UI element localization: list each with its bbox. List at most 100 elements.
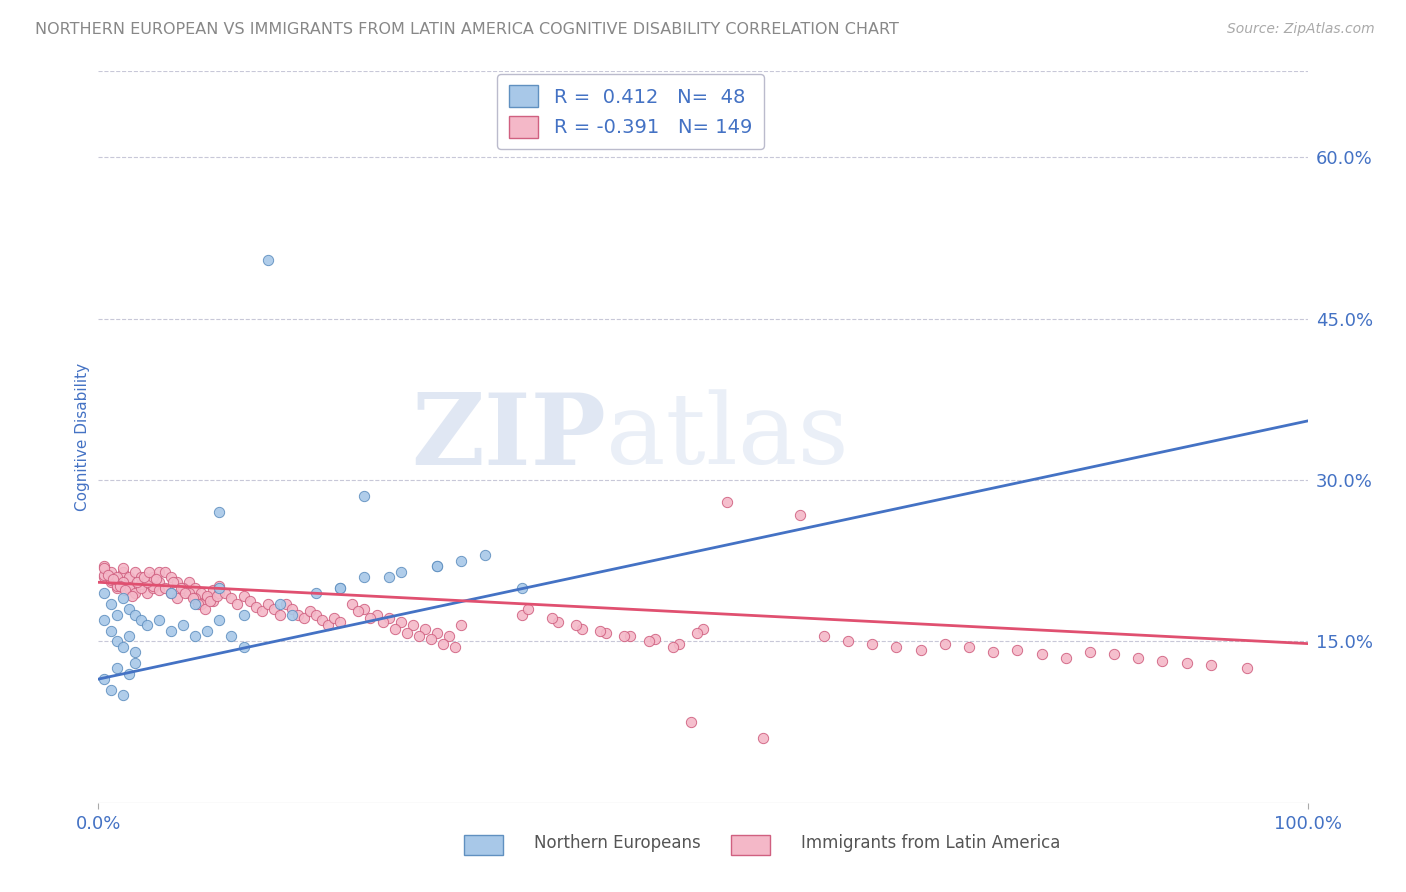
- Point: [190, 586, 212, 600]
- Point: [184, 597, 207, 611]
- Point: [239, 593, 262, 607]
- Point: [93, 567, 115, 582]
- Point: [145, 572, 167, 586]
- Point: [166, 591, 188, 606]
- Point: [360, 611, 382, 625]
- Point: [129, 577, 152, 591]
- Point: [274, 597, 297, 611]
- Text: Source: ZipAtlas.com: Source: ZipAtlas.com: [1227, 22, 1375, 37]
- Point: [347, 604, 370, 618]
- Point: [353, 570, 375, 584]
- Point: [316, 618, 339, 632]
- Point: [813, 629, 835, 643]
- Point: [208, 578, 231, 592]
- Point: [111, 575, 134, 590]
- Point: [613, 629, 636, 643]
- Point: [129, 613, 152, 627]
- Point: [172, 618, 194, 632]
- Point: [208, 613, 231, 627]
- Point: [190, 597, 212, 611]
- Point: [135, 586, 157, 600]
- Point: [232, 640, 254, 654]
- Text: Northern Europeans: Northern Europeans: [534, 834, 702, 852]
- Point: [142, 570, 165, 584]
- Point: [353, 602, 375, 616]
- Point: [323, 611, 346, 625]
- Point: [111, 591, 134, 606]
- Point: [395, 625, 418, 640]
- Point: [129, 581, 152, 595]
- Point: [124, 565, 146, 579]
- Point: [1054, 650, 1077, 665]
- Point: [100, 573, 122, 587]
- Point: [474, 549, 496, 563]
- Point: [540, 611, 562, 625]
- Point: [269, 607, 291, 622]
- Point: [432, 637, 454, 651]
- Point: [366, 607, 388, 622]
- Point: [981, 645, 1004, 659]
- Point: [232, 607, 254, 622]
- Point: [426, 559, 449, 574]
- Point: [114, 582, 136, 597]
- Point: [329, 581, 352, 595]
- Point: [118, 629, 141, 643]
- Point: [837, 634, 859, 648]
- Point: [121, 589, 143, 603]
- Point: [184, 581, 207, 595]
- Point: [202, 593, 225, 607]
- Point: [1152, 654, 1174, 668]
- Point: [124, 586, 146, 600]
- Point: [160, 624, 183, 638]
- Point: [138, 565, 160, 579]
- Point: [329, 581, 352, 595]
- Point: [194, 602, 217, 616]
- Text: ZIP: ZIP: [412, 389, 606, 485]
- Point: [250, 604, 273, 618]
- Point: [118, 602, 141, 616]
- Point: [1102, 648, 1125, 662]
- Point: [118, 581, 141, 595]
- Point: [221, 629, 243, 643]
- Point: [118, 666, 141, 681]
- Point: [402, 618, 425, 632]
- Point: [135, 572, 157, 586]
- Point: [111, 688, 134, 702]
- Point: [1031, 648, 1053, 662]
- Point: [789, 508, 811, 522]
- Point: [329, 615, 352, 629]
- Point: [105, 570, 128, 584]
- Point: [589, 624, 612, 638]
- Point: [245, 600, 267, 615]
- Point: [644, 632, 666, 647]
- Point: [100, 624, 122, 638]
- Text: Immigrants from Latin America: Immigrants from Latin America: [801, 834, 1060, 852]
- Point: [195, 624, 218, 638]
- Text: atlas: atlas: [606, 389, 849, 485]
- Point: [1236, 661, 1258, 675]
- Point: [202, 582, 225, 597]
- Point: [111, 561, 134, 575]
- Point: [195, 589, 218, 603]
- Point: [124, 607, 146, 622]
- Point: [1199, 658, 1222, 673]
- Point: [93, 613, 115, 627]
- Point: [305, 607, 328, 622]
- Point: [195, 591, 218, 606]
- Point: [957, 640, 980, 654]
- Point: [118, 572, 141, 586]
- Point: [179, 586, 201, 600]
- Point: [208, 586, 231, 600]
- Point: [174, 586, 197, 600]
- Point: [179, 575, 201, 590]
- Point: [571, 622, 593, 636]
- Point: [934, 637, 956, 651]
- Point: [256, 252, 278, 267]
- Point: [105, 634, 128, 648]
- Point: [299, 604, 322, 618]
- Point: [124, 645, 146, 659]
- Point: [281, 607, 304, 622]
- Point: [437, 629, 460, 643]
- Point: [93, 561, 115, 575]
- Point: [142, 578, 165, 592]
